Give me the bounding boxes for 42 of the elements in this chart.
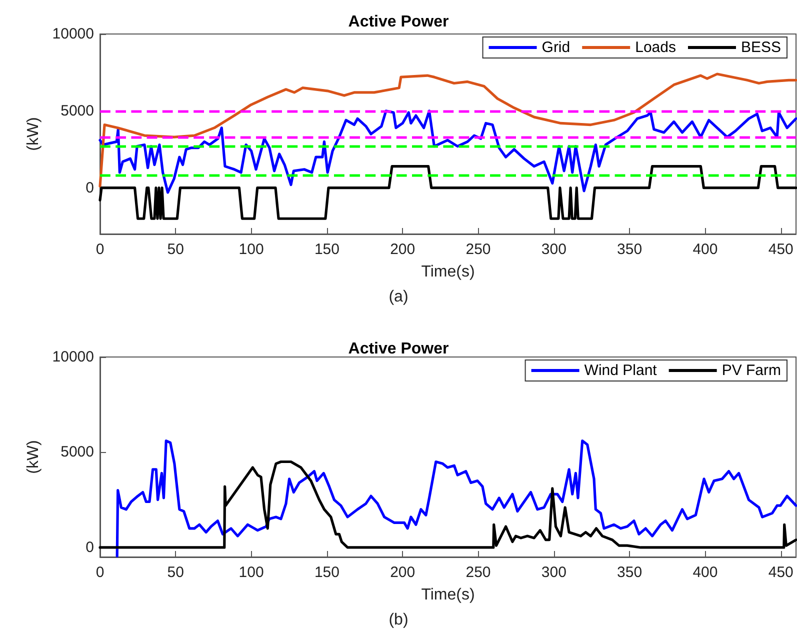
x-axis-title: Time(s) (421, 586, 475, 604)
y-tick-label: 0 (86, 179, 94, 196)
y-tick-label: 5000 (60, 444, 94, 461)
x-tick-label: 200 (390, 241, 416, 258)
x-tick-label: 250 (466, 241, 491, 258)
x-tick-label: 50 (167, 241, 184, 258)
y-axis-title: (kW) (24, 440, 42, 474)
x-tick-label: 400 (692, 564, 718, 581)
x-tick-label: 250 (466, 564, 491, 581)
x-tick-label: 300 (541, 564, 566, 581)
x-tick-label: 400 (692, 241, 718, 258)
legend-label: PV Farm (722, 362, 782, 379)
y-tick-label: 5000 (60, 102, 94, 120)
line-series (116, 440, 797, 558)
text: (a) (388, 288, 408, 306)
x-tick-label: 150 (314, 241, 340, 258)
line-series (98, 72, 797, 188)
y-axis-title: (kW) (24, 117, 42, 151)
legend-label: Loads (635, 39, 676, 56)
x-tick-label: 100 (238, 564, 264, 581)
line-series (98, 460, 797, 549)
x-tick-label: 300 (541, 241, 566, 258)
line-series (98, 165, 797, 220)
line-series (98, 110, 797, 194)
y-tick-label: 10000 (52, 348, 94, 366)
x-tick-label: 350 (617, 241, 642, 258)
chart-title: Active Power (348, 340, 449, 358)
y-tick-label: 0 (86, 538, 94, 556)
x-tick-label: 350 (617, 564, 642, 581)
legend-label: BESS (740, 39, 782, 56)
x-tick-label: 50 (167, 564, 184, 581)
x-tick-label: 100 (238, 241, 264, 258)
x-axis-title: Time(s) (421, 264, 475, 280)
x-tick-label: 150 (314, 564, 340, 581)
text: (b) (388, 612, 408, 628)
x-tick-label: 450 (768, 564, 794, 581)
x-tick-label: 450 (768, 241, 794, 258)
x-tick-label: 200 (390, 564, 416, 581)
y-tick-label: 10000 (52, 26, 94, 42)
legend-label: Grid (542, 39, 570, 56)
legend-label: Wind Plant (584, 362, 658, 379)
chart-title: Active Power (348, 14, 449, 30)
